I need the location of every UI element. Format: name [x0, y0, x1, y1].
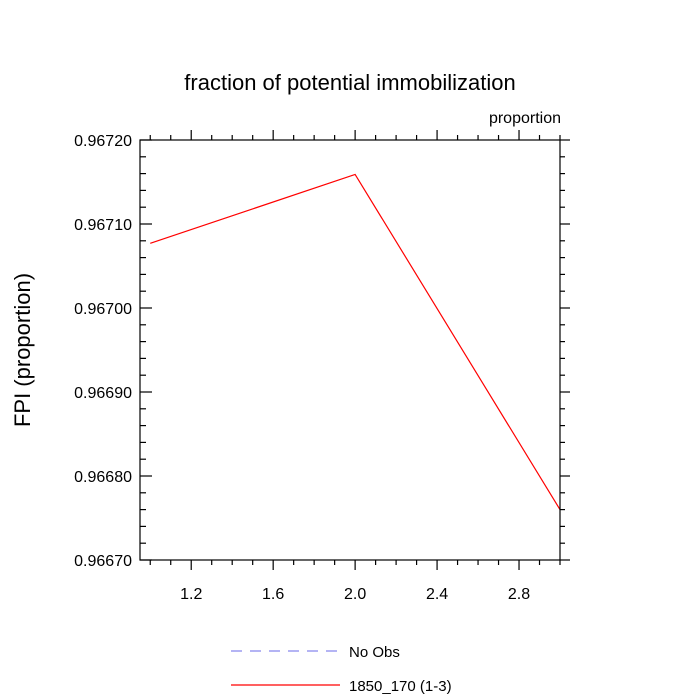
tick-labels: 1.2 1.6 2.0 2.4 2.8 0.96670 0.96680 0.96690 0.96…: [74, 133, 530, 603]
x-tick-label: 2.4: [426, 586, 448, 603]
units-label: proportion: [489, 110, 561, 127]
legend: No Obs 1850_170 (1-3): [231, 644, 452, 695]
y-tick-label: 0.96720: [74, 133, 132, 150]
x-tick-label: 1.6: [262, 586, 284, 603]
y-tick-label: 0.96680: [74, 469, 132, 486]
plot-frame: [139, 139, 561, 561]
legend-label: No Obs: [349, 644, 400, 661]
y-tick-label: 0.96710: [74, 217, 132, 234]
x-tick-label: 1.2: [180, 586, 202, 603]
chart-title: fraction of potential immobilization: [184, 70, 515, 95]
x-tick-label: 2.8: [508, 586, 530, 603]
plot-series: [150, 173, 561, 510]
y-tick-label: 0.96690: [74, 385, 132, 402]
y-tick-label: 0.96700: [74, 301, 132, 318]
axis-ticks: [140, 130, 570, 570]
series-line-1: [150, 173, 561, 510]
y-tick-label: 0.96670: [74, 553, 132, 570]
legend-label: 1850_170 (1-3): [349, 678, 452, 695]
x-tick-label: 2.0: [344, 586, 366, 603]
y-axis-label: FPI (proportion): [10, 273, 35, 427]
